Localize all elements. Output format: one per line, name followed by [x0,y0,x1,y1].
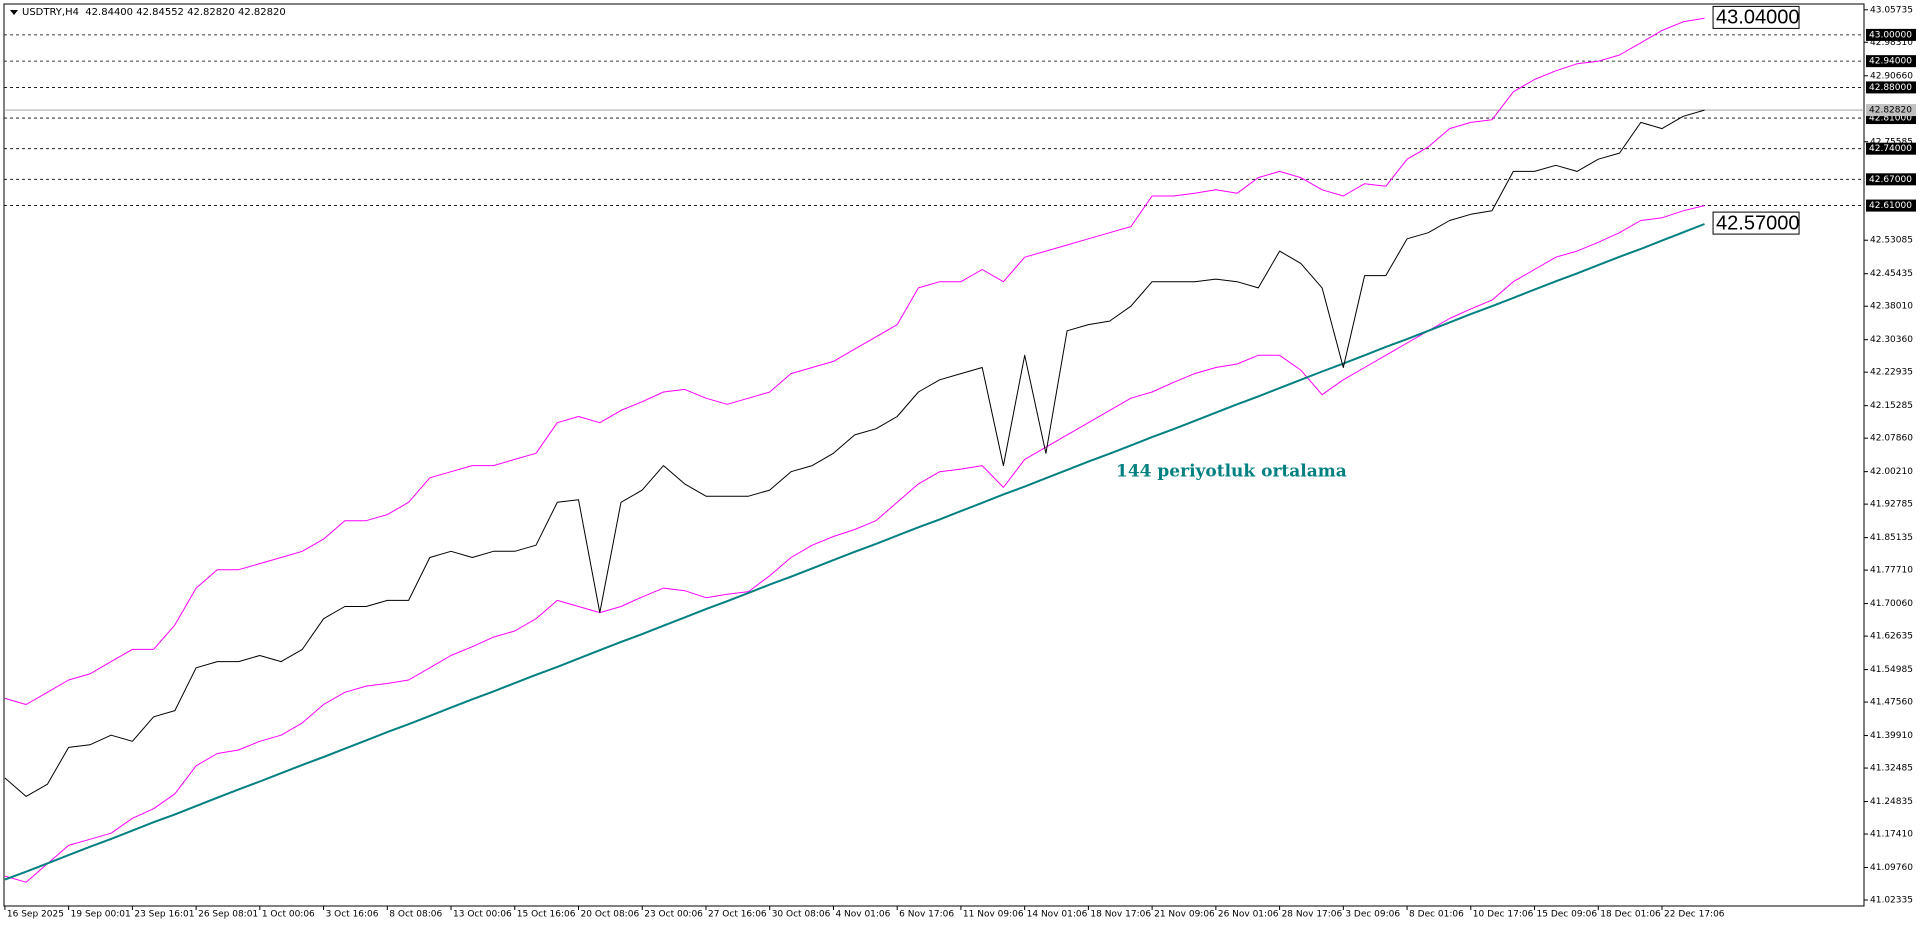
x-tick-label: 23 Oct 00:06 [644,910,703,920]
chart-title: USDTRY,H4 42.84400 42.84552 42.82820 42.… [22,7,286,18]
annotation-box [1712,211,1800,235]
x-tick-label: 14 Nov 01:06 [1027,910,1088,920]
y-tick-label: 42.45435 [1870,269,1913,279]
y-tick-label: 41.62635 [1870,632,1913,642]
level-label: 42.67000 [1869,175,1912,185]
menu-arrow [10,10,18,15]
x-tick-label: 8 Oct 08:06 [389,910,442,920]
y-tick-label: 41.47560 [1870,698,1913,708]
x-tick-label: 4 Nov 01:06 [835,910,890,920]
y-tick-label: 41.70060 [1870,599,1913,609]
x-tick-label: 23 Sep 16:01 [134,910,194,920]
level-label: 42.74000 [1869,144,1912,154]
x-tick-label: 18 Nov 17:06 [1090,910,1151,920]
x-tick-label: 28 Nov 17:06 [1282,910,1343,920]
x-tick-label: 1 Oct 00:06 [262,910,315,920]
annotation-label: 42.57000 [1716,212,1799,234]
y-tick-label: 42.15285 [1870,401,1913,411]
level-label: 42.94000 [1869,57,1912,67]
y-tick-label: 41.24835 [1870,797,1913,807]
y-tick-label: 42.22935 [1870,368,1913,378]
annotation-box [1712,5,1800,29]
y-tick-label: 41.39910 [1870,731,1913,741]
y-tick-label: 41.32485 [1870,764,1913,774]
y-tick-label: 42.07860 [1870,434,1913,444]
current-box [1866,104,1916,117]
x-tick-label: 16 Sep 2025 [7,910,64,920]
series-line [4,205,1705,883]
x-tick-label: 26 Nov 01:06 [1218,910,1279,920]
level-box [1866,173,1916,186]
x-tick-label: 27 Oct 16:06 [708,910,767,920]
series-line [4,223,1705,881]
x-tick-label: 15 Oct 16:06 [517,910,576,920]
level-label: 43.00000 [1869,30,1912,40]
y-tick-label: 42.38010 [1870,302,1913,312]
y-tick-label: 41.17410 [1870,830,1913,840]
x-tick-label: 20 Oct 08:06 [581,910,640,920]
x-tick-label: 18 Dec 01:06 [1600,910,1661,920]
level-label: 42.81000 [1869,114,1912,124]
x-tick-label: 3 Dec 09:06 [1345,910,1400,920]
x-tick-label: 8 Dec 01:06 [1409,910,1464,920]
y-tick-label: 42.00210 [1870,467,1913,477]
y-tick-label: 41.02335 [1870,896,1913,906]
y-tick-label: 42.30360 [1870,335,1913,345]
level-box [1866,81,1916,94]
y-tick-label: 42.90660 [1870,71,1913,81]
x-tick-label: 15 Dec 09:06 [1537,910,1598,920]
y-tick-label: 43.05735 [1870,5,1913,15]
annotation-label: 43.04000 [1716,7,1799,29]
x-tick-label: 19 Sep 00:01 [71,910,131,920]
x-tick-label: 30 Oct 08:06 [772,910,831,920]
plot-frame [3,3,1865,907]
level-box [1866,142,1916,155]
x-tick-label: 22 Dec 17:06 [1664,910,1725,920]
x-tick-label: 13 Oct 00:06 [453,910,512,920]
level-box [1866,55,1916,68]
y-tick-label: 42.75585 [1870,137,1913,147]
level-box [1866,28,1916,41]
x-tick-label: 10 Dec 17:06 [1473,910,1534,920]
level-box [1866,199,1916,212]
x-tick-label: 3 Oct 16:06 [326,910,379,920]
series-line [4,109,1705,797]
level-label: 42.61000 [1869,201,1912,211]
y-tick-label: 41.85135 [1870,533,1913,543]
x-tick-label: 26 Sep 08:01 [198,910,258,920]
y-tick-label: 41.54985 [1870,665,1913,675]
current-label: 42.82820 [1869,106,1912,116]
y-tick-label: 41.09760 [1870,863,1913,873]
y-tick-label: 41.92785 [1870,500,1913,510]
series-line [4,17,1705,705]
level-label: 42.88000 [1869,83,1912,93]
x-tick-label: 6 Nov 17:06 [899,910,954,920]
ma-note: 144 periyotluk ortalama [1116,462,1347,482]
y-tick-label: 42.98310 [1870,38,1913,48]
y-tick-label: 41.77710 [1870,566,1913,576]
x-tick-label: 11 Nov 09:06 [963,910,1024,920]
x-tick-label: 21 Nov 09:06 [1154,910,1215,920]
y-tick-label: 42.53085 [1870,236,1913,246]
